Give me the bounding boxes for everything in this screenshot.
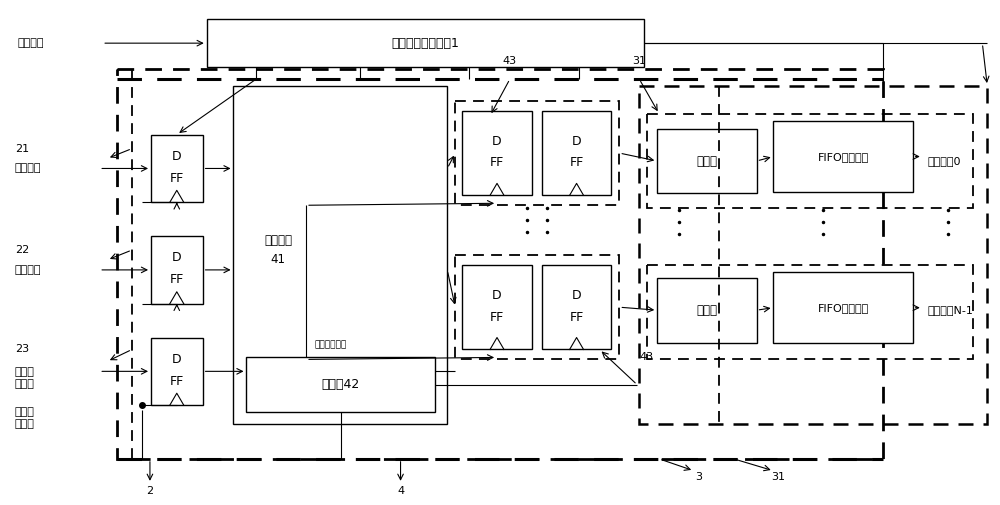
Bar — [462, 265, 532, 349]
Text: D: D — [172, 251, 182, 265]
Text: FF: FF — [170, 273, 184, 286]
Bar — [773, 121, 913, 192]
Bar — [455, 255, 619, 360]
Text: 输出信号N-1: 输出信号N-1 — [928, 305, 974, 315]
Text: FIFO输出电路: FIFO输出电路 — [817, 302, 869, 313]
Text: 2: 2 — [146, 486, 153, 496]
Text: 31: 31 — [632, 56, 646, 66]
Bar — [246, 358, 435, 412]
Text: FF: FF — [569, 311, 584, 324]
Text: FIFO输出电路: FIFO输出电路 — [817, 152, 869, 162]
Text: 寄存器堆: 寄存器堆 — [264, 234, 292, 246]
Text: 21: 21 — [15, 143, 29, 154]
Bar — [151, 236, 203, 304]
Bar — [657, 278, 757, 342]
Text: FF: FF — [170, 375, 184, 388]
Text: 4: 4 — [397, 486, 404, 496]
Bar — [117, 69, 883, 459]
Bar — [207, 19, 644, 67]
Text: 22: 22 — [15, 245, 29, 255]
Text: D: D — [492, 135, 502, 147]
Bar — [151, 337, 203, 405]
Text: 3: 3 — [695, 472, 702, 482]
Bar — [542, 265, 611, 349]
Text: FF: FF — [170, 172, 184, 185]
Bar — [647, 265, 973, 360]
Text: FF: FF — [490, 311, 504, 324]
Bar — [773, 272, 913, 343]
Text: FF: FF — [490, 157, 504, 170]
Text: 锁存器: 锁存器 — [696, 304, 717, 317]
Bar — [639, 86, 987, 424]
Text: 锁存器: 锁存器 — [696, 155, 717, 168]
Text: 43: 43 — [639, 352, 653, 363]
Bar — [657, 129, 757, 193]
Text: 地址信号: 地址信号 — [15, 265, 41, 275]
Text: 控制电
压信号: 控制电 压信号 — [15, 367, 35, 389]
Text: D: D — [172, 150, 182, 163]
Bar — [542, 111, 611, 195]
Bar — [233, 86, 447, 424]
Text: D: D — [572, 289, 581, 302]
Bar — [647, 114, 973, 208]
Text: 41: 41 — [271, 254, 286, 267]
Bar — [151, 135, 203, 203]
Text: 输出信号0: 输出信号0 — [928, 156, 961, 166]
Text: 第一时
钟信号: 第一时 钟信号 — [15, 407, 35, 429]
Text: 数据信号: 数据信号 — [15, 164, 41, 173]
Text: D: D — [492, 289, 502, 302]
Text: 43: 43 — [503, 56, 517, 66]
Text: 31: 31 — [771, 472, 785, 482]
Bar — [462, 111, 532, 195]
Text: 使能信号: 使能信号 — [18, 38, 44, 48]
Text: 23: 23 — [15, 344, 29, 355]
Text: 第二时钟信号: 第二时钟信号 — [315, 340, 347, 349]
Text: FF: FF — [569, 157, 584, 170]
Text: 第一控制电路模块1: 第一控制电路模块1 — [391, 37, 459, 49]
Bar — [455, 101, 619, 205]
Text: 振荡器42: 振荡器42 — [322, 378, 360, 391]
Text: D: D — [172, 353, 182, 366]
Text: D: D — [572, 135, 581, 147]
